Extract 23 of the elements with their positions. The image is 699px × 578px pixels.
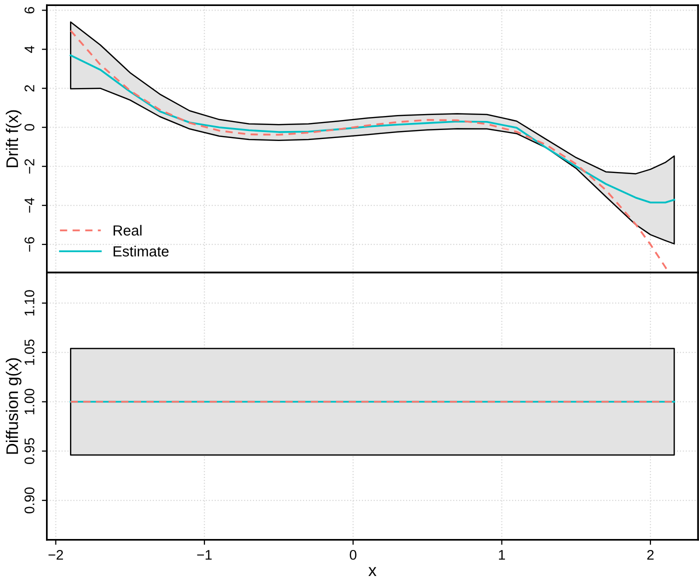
legend-label: Real [114,224,142,236]
line-series [70,54,676,204]
y-tick-label: 1.10 [24,290,34,316]
x-axis-title: x [368,567,376,576]
y-tick-label: 0.90 [24,487,34,514]
x-tick-label: −1 [197,550,212,560]
y-tick-label: 6 [24,7,34,14]
y-tick-label: 2 [24,85,34,92]
y-tick-label: 0.95 [24,438,34,464]
y-tick-label: −4 [24,198,34,213]
y-axis-title: Drift f(x) [6,110,22,168]
y-tick-label: −6 [24,237,34,252]
y-tick-label: −2 [24,159,34,174]
legend-label: Estimate [114,246,169,257]
x-tick-label: −2 [48,550,63,560]
x-tick-label: 2 [647,550,654,560]
y-tick-label: 4 [24,46,34,53]
y-tick-label: 1.00 [24,388,34,414]
y-tick-label: 1.05 [24,339,34,365]
y-tick-label: 0 [24,124,34,131]
y-axis-title: Diffusion g(x) [6,358,22,454]
x-tick-label: 0 [350,550,356,560]
x-tick-label: 1 [498,550,505,560]
